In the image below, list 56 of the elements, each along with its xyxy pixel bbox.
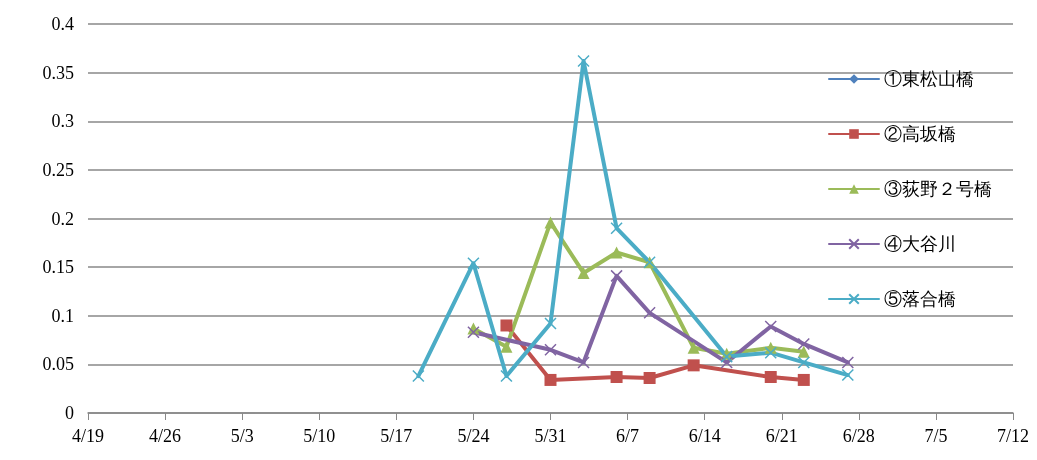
x-tick-label: 5/24 — [457, 426, 490, 446]
point — [544, 373, 557, 386]
y-tick-label: 0.1 — [51, 305, 74, 326]
point — [610, 246, 623, 259]
legend-label: ④大谷川 — [884, 234, 956, 254]
point — [412, 369, 425, 383]
x-tick-label: 6/14 — [688, 426, 721, 446]
point — [577, 356, 590, 369]
point — [764, 371, 777, 384]
point — [544, 343, 557, 357]
point — [467, 256, 480, 270]
x-tick-label: 7/12 — [996, 426, 1030, 446]
point — [687, 341, 700, 354]
x-tick-label: 4/26 — [149, 426, 182, 446]
point — [610, 269, 623, 283]
point — [797, 373, 810, 386]
point — [797, 356, 811, 369]
x-tick-label: 6/28 — [842, 426, 875, 446]
x-tick-label: 6/21 — [765, 426, 798, 446]
y-tick-label: 0.15 — [42, 257, 74, 278]
point — [544, 317, 557, 330]
point — [841, 368, 855, 382]
x-tick-label: 5/3 — [230, 426, 254, 446]
point — [500, 369, 513, 383]
point — [797, 337, 811, 351]
point — [577, 54, 590, 68]
point — [610, 371, 623, 384]
point — [467, 326, 480, 339]
y-tick-label: 0.25 — [42, 159, 74, 180]
x-tick-label: 6/7 — [616, 426, 640, 446]
x-tick-label: 5/17 — [380, 426, 413, 446]
point — [577, 266, 590, 279]
legend-label: ②高坂橋 — [884, 124, 956, 144]
x-tick-label: 4/19 — [71, 426, 105, 446]
point — [687, 359, 700, 372]
point — [764, 346, 777, 359]
point — [500, 340, 513, 353]
y-tick-label: 0 — [65, 403, 74, 423]
y-tick-label: 0.05 — [42, 354, 74, 375]
point — [500, 319, 513, 332]
point — [797, 345, 810, 358]
y-tick-label: 0.3 — [51, 111, 74, 132]
x-tick-label: 5/10 — [303, 426, 336, 446]
legend-label: ①東松山橋 — [884, 69, 974, 89]
point — [720, 356, 733, 369]
x-tick-label: 7/5 — [924, 426, 948, 446]
point — [841, 356, 855, 369]
y-tick-label: 0.4 — [51, 14, 74, 34]
legend-label: ③荻野２号橋 — [884, 179, 992, 199]
y-tick-label: 0.35 — [42, 62, 74, 83]
x-tick-label: 5/31 — [534, 426, 567, 446]
legend-label: ⑤落合橋 — [884, 289, 956, 309]
point — [610, 221, 623, 235]
point — [643, 371, 656, 384]
y-tick-label: 0.2 — [51, 208, 74, 229]
point — [544, 216, 557, 229]
